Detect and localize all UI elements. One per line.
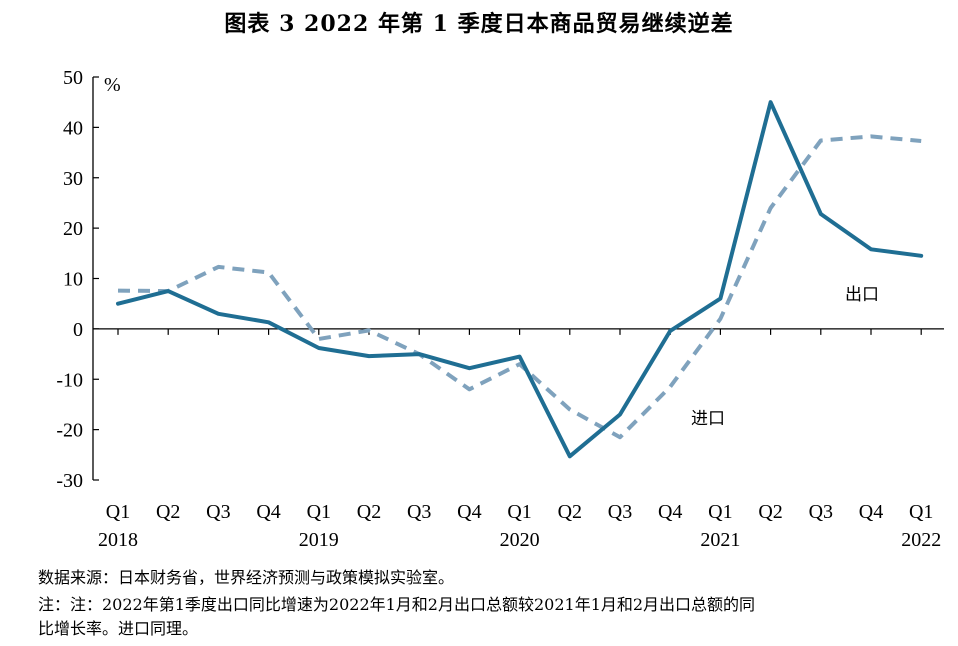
footnote-line-2: 比增长率。进口同理。	[38, 619, 199, 638]
x-tick-label: Q4	[859, 501, 883, 523]
x-tick-label: Q1	[507, 501, 531, 523]
y-tick-label: -20	[56, 420, 83, 442]
y-axis-unit: %	[104, 74, 121, 96]
footnote-line-1: 注：注：2022年第1季度出口同比增速为2022年1月和2月出口总额较2021年…	[38, 595, 756, 614]
y-tick-label: -30	[56, 470, 83, 492]
x-tick-label: Q4	[658, 501, 682, 523]
x-tick-label: Q1	[708, 501, 732, 523]
x-year-label: 2018	[98, 529, 138, 551]
chart-title: 图表 3 2022 年第 1 季度日本商品贸易继续逆差	[224, 11, 734, 37]
y-tick-label: 30	[63, 168, 83, 190]
x-tick-label: Q2	[758, 501, 782, 523]
x-tick-label: Q4	[457, 501, 481, 523]
x-year-label: 2020	[500, 529, 540, 551]
y-tick-label: 40	[63, 117, 83, 139]
x-tick-label: Q2	[156, 501, 180, 523]
x-tick-label: Q3	[608, 501, 632, 523]
x-year-label: 2022	[901, 529, 941, 551]
y-tick-label: 20	[63, 218, 83, 240]
series-annotation: 进口	[691, 409, 725, 429]
y-tick-label: -10	[56, 369, 83, 391]
y-tick-label: 50	[63, 67, 83, 89]
series-annotation: 出口	[845, 285, 879, 305]
x-tick-label: Q2	[357, 501, 381, 523]
x-tick-label: Q1	[307, 501, 331, 523]
x-year-label: 2019	[299, 529, 339, 551]
series-line-import	[117, 134, 922, 440]
x-tick-label: Q3	[407, 501, 431, 523]
x-tick-label: Q3	[809, 501, 833, 523]
axes: -30 -20 -10 0 10 20 30 40 50 % Q1 Q2 Q3 Q4 Q1 Q2 Q3 Q4 Q1 Q…	[56, 67, 944, 551]
x-tick-label: Q2	[558, 501, 582, 523]
x-tick-label: Q1	[106, 501, 130, 523]
x-tick-label: Q1	[909, 501, 933, 523]
series-lines	[116, 100, 924, 459]
x-year-label: 2021	[700, 529, 740, 551]
x-tick-label: Q3	[206, 501, 230, 523]
y-tick-label: 10	[63, 269, 83, 291]
y-tick-label: 0	[73, 319, 83, 341]
series-line-export	[116, 100, 924, 459]
source-note: 数据来源：日本财务省，世界经济预测与政策模拟实验室。	[38, 568, 455, 587]
x-tick-label: Q4	[256, 501, 280, 523]
